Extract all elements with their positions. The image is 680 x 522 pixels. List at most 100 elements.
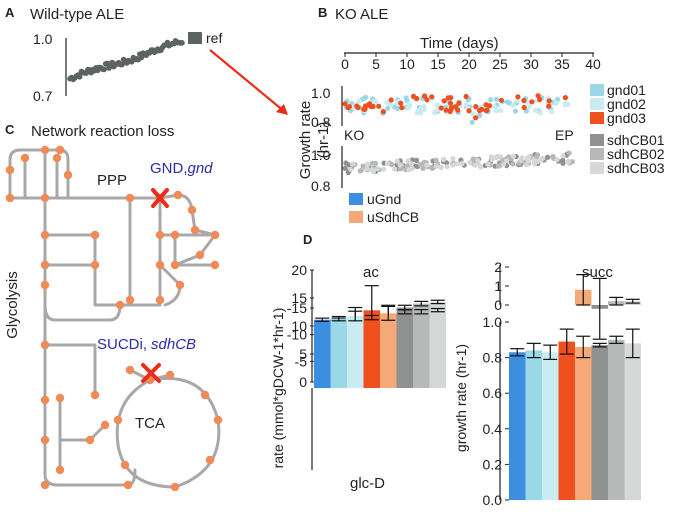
gnd02-point xyxy=(548,108,555,115)
ref-legend-swatch xyxy=(188,32,202,44)
gnd01-point xyxy=(512,108,519,114)
panel-a-points xyxy=(67,38,185,83)
succ-chart: 2 1 0 xyxy=(494,259,641,340)
gnd01-legend-label: gnd01 xyxy=(607,82,646,98)
bar-gnd01 xyxy=(525,350,542,500)
gnd02-point xyxy=(514,98,520,104)
gnd03-point xyxy=(355,104,361,111)
gnd03-legend-swatch xyxy=(590,112,604,124)
ko-label: KO xyxy=(344,127,364,143)
y-tick-label: 0.6 xyxy=(483,385,503,401)
network-node xyxy=(125,295,135,305)
gnd02-point xyxy=(384,100,390,106)
sdhCB02-point xyxy=(433,157,439,163)
network-node xyxy=(123,480,133,490)
bar-gnd02 xyxy=(347,316,364,388)
sdhCB03-point xyxy=(348,166,354,172)
bar-gnd03 xyxy=(363,317,380,388)
gnd01-point xyxy=(385,105,391,111)
gnd03-point xyxy=(466,108,472,114)
sdhCB03-point xyxy=(397,162,403,168)
bar-sdhCB01 xyxy=(591,345,608,500)
sdhCB03-point xyxy=(501,162,507,168)
glc-chart: -5 -10 -15 xyxy=(287,300,446,470)
network-node xyxy=(170,260,180,270)
sdhCB02-point xyxy=(360,163,366,169)
gnd01-point xyxy=(493,96,500,102)
panel-b-xticks: 0 5 10 15 20 25 30 35 40 xyxy=(341,53,601,72)
panel-b-xlabel: Time (days) xyxy=(420,35,499,52)
gnd03-point xyxy=(367,101,373,107)
ref-legend-label: ref xyxy=(206,30,222,46)
gnd03-point xyxy=(398,100,404,106)
sdhCB03-point xyxy=(510,153,516,159)
gnd03-point xyxy=(521,104,527,111)
gnd02-point xyxy=(510,102,516,108)
sucdi-cross-icon xyxy=(141,363,161,383)
sdhCB03-point xyxy=(440,156,447,162)
sdhcb02-legend-label: sdhCB02 xyxy=(607,146,665,162)
sdhCB03-point xyxy=(364,166,370,172)
gnd03-point xyxy=(498,97,504,103)
panel-a-letter: A xyxy=(5,5,15,20)
network-node xyxy=(40,480,50,490)
sdhCB03-point xyxy=(384,160,390,166)
sdhCB03-point xyxy=(408,161,415,167)
y-tick-label: 5 xyxy=(299,346,307,362)
panel-b-lower-ytick-1: 1.0 xyxy=(311,147,331,163)
sdhCB01-point xyxy=(560,160,566,166)
x-tick-label: 15 xyxy=(430,56,446,72)
sdhCB03-point xyxy=(454,161,460,167)
x-tick-label: 20 xyxy=(461,56,477,72)
gnd03-point xyxy=(455,107,461,113)
sdhCB03-point xyxy=(380,166,387,172)
sdhCB03-point xyxy=(444,164,450,170)
ppp-label: PPP xyxy=(97,172,127,189)
glc-title: glc-D xyxy=(350,475,385,492)
sdhCB03-point xyxy=(538,156,545,162)
sdhCB02-point xyxy=(389,162,395,168)
gnd02-point xyxy=(497,107,503,114)
gnd03-point xyxy=(463,93,469,100)
gnd03-point xyxy=(345,105,351,111)
gnd03-point xyxy=(429,94,435,100)
bar-gnd01 xyxy=(330,318,347,388)
ref-point xyxy=(179,40,185,46)
gnd02-point xyxy=(526,104,532,110)
bar-sdhCB03 xyxy=(429,310,446,388)
network-node xyxy=(175,280,185,290)
x-tick-label: 40 xyxy=(585,56,601,72)
gnd02-point xyxy=(470,111,476,117)
bar-uSdhCB xyxy=(575,346,592,500)
y-tick-label: -10 xyxy=(287,327,307,343)
network-node xyxy=(63,170,73,180)
bar-sdhCB03 xyxy=(624,343,641,500)
gnd03-point xyxy=(376,103,382,109)
gnd01-legend-swatch xyxy=(590,84,604,96)
gnd03-point xyxy=(422,93,428,99)
network-node xyxy=(100,420,110,430)
bar-uSdhCB xyxy=(380,313,397,388)
y-tick-label: 1 xyxy=(494,278,502,294)
gnd02-point xyxy=(372,99,378,105)
panel-a-ytick-top: 1.0 xyxy=(33,31,53,47)
tca-label: TCA xyxy=(135,415,165,432)
arrow-head-icon xyxy=(276,104,288,115)
network-edges xyxy=(8,148,221,489)
y-tick-label: 10 xyxy=(291,318,307,334)
sdhCB03-point xyxy=(497,154,503,160)
ugnd-legend-label: uGnd xyxy=(367,191,401,207)
network-node xyxy=(40,193,50,203)
succ-title: succ xyxy=(582,264,613,281)
sdhCB03-point xyxy=(365,161,371,167)
y-tick-label: -15 xyxy=(287,300,307,316)
usdhcb-legend-swatch xyxy=(349,211,363,223)
network-node xyxy=(40,260,50,270)
panel-d-letter: D xyxy=(303,232,312,247)
gnd01-point xyxy=(360,96,366,102)
sdhCB01-point xyxy=(343,160,349,166)
y-tick-label: -5 xyxy=(295,353,308,369)
gnd01-point xyxy=(477,112,483,118)
sdhcb01-legend-label: sdhCB01 xyxy=(607,132,665,148)
x-tick-label: 35 xyxy=(554,56,570,72)
